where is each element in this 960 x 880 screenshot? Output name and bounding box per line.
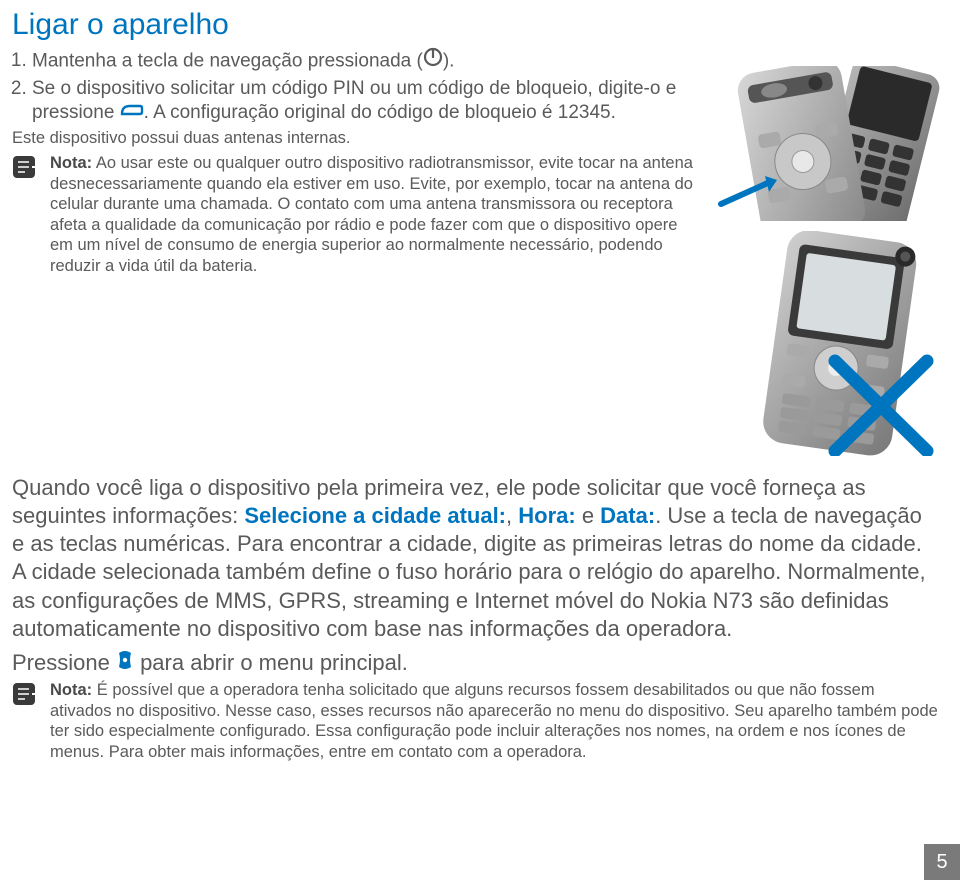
page-title: Ligar o aparelho: [12, 8, 940, 42]
main-paragraph: Quando você liga o dispositivo pela prim…: [12, 474, 940, 643]
note-1: Nota: Ao usar este ou qualquer outro dis…: [12, 153, 701, 277]
press-line: Pressione para abrir o menu principal.: [12, 649, 940, 678]
antenna-line: Este dispositivo possui duas antenas int…: [12, 128, 701, 149]
top-section: Mantenha a tecla de navegação pressionad…: [12, 48, 940, 456]
note-1-text: Ao usar este ou qualquer outro dispositi…: [50, 154, 693, 275]
menu-key-icon: [116, 649, 134, 677]
note-1-body: Nota: Ao usar este ou qualquer outro dis…: [50, 153, 701, 277]
highlight-date: Data:: [600, 503, 655, 528]
softkey-icon: [120, 100, 144, 124]
phone-top-illustration: [715, 66, 940, 221]
note-icon: [12, 682, 40, 706]
highlight-hour: Hora:: [518, 503, 575, 528]
power-icon: [423, 47, 443, 74]
step-2-text-b: . A configuração original do código de b…: [144, 102, 616, 123]
press-a: Pressione: [12, 650, 116, 675]
note-2: Nota: É possível que a operadora tenha s…: [12, 680, 940, 763]
note-2-text: É possível que a operadora tenha solicit…: [50, 681, 938, 761]
text-column: Mantenha a tecla de navegação pressionad…: [12, 48, 701, 456]
step-1-text-a: Mantenha a tecla de navegação pressionad…: [32, 50, 423, 71]
sep1: ,: [506, 503, 518, 528]
note-icon: [12, 155, 40, 179]
note-2-body: Nota: É possível que a operadora tenha s…: [50, 680, 940, 763]
image-column: [715, 66, 940, 456]
step-2: Se o dispositivo solicitar um código PIN…: [32, 77, 701, 125]
step-1-text-b: ).: [443, 50, 455, 71]
steps-list: Mantenha a tecla de navegação pressionad…: [32, 48, 701, 124]
step-1: Mantenha a tecla de navegação pressionad…: [32, 48, 701, 75]
sep2: e: [576, 503, 600, 528]
note-2-label: Nota:: [50, 681, 92, 699]
press-b: para abrir o menu principal.: [134, 650, 408, 675]
highlight-city: Selecione a cidade atual:: [244, 503, 506, 528]
page-number: 5: [924, 844, 960, 880]
note-1-label: Nota:: [50, 154, 92, 172]
phone-bottom-illustration: [715, 231, 940, 456]
